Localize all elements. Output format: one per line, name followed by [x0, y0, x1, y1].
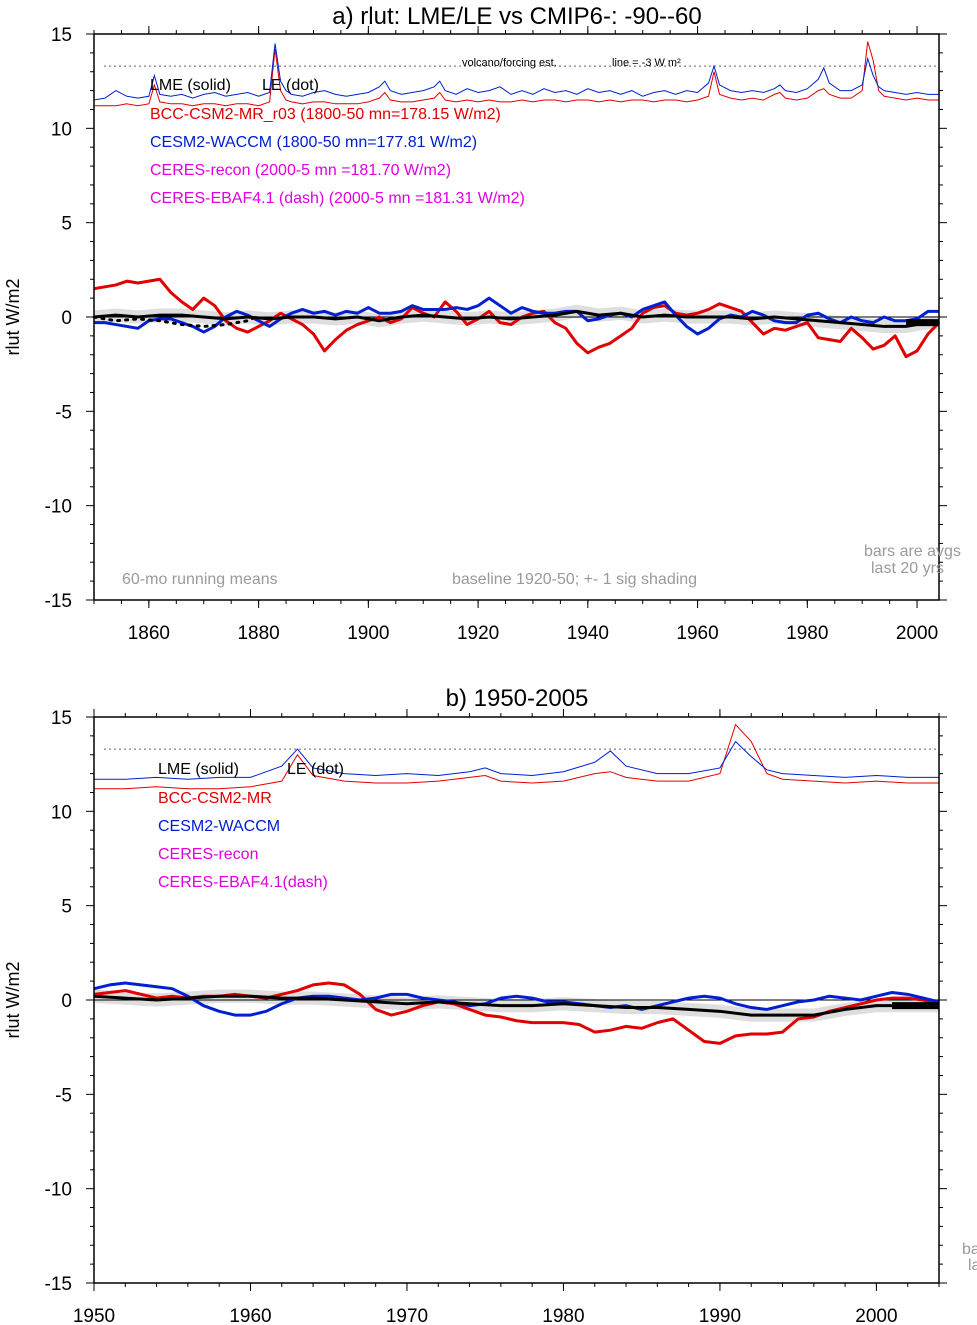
legend-b-lme: LME (solid) — [158, 761, 239, 778]
y-tick-label: -10 — [45, 1180, 72, 1201]
x-tick-label: 1980 — [786, 623, 828, 644]
legend-a-ceres-recon: CERES-recon (2000-5 mn =181.70 W/m2) — [150, 162, 451, 179]
series-bcc-csm2-mr — [93, 981, 940, 1045]
note-baseline: baseline 1920-50; +- 1 sig shading — [452, 571, 697, 588]
note-bars-avgs: bars are avgs — [864, 543, 961, 560]
volcano-cesm2-waccm-line — [93, 43, 939, 101]
legend-a-bcc: BCC-CSM2-MR_r03 (1800-50 mn=178.15 W/m2) — [150, 106, 501, 123]
panel-b-series — [93, 981, 940, 1045]
x-tick-label: 1960 — [676, 623, 718, 644]
y-tick-label: 0 — [61, 308, 72, 329]
panel-a: a) rlut: LME/LE vs CMIP6-: -90--60 15 10 5… — [3, 3, 961, 644]
panel-a-volcano-forcing — [93, 41, 939, 107]
panel-b-ylabel: rlut W/m2 — [3, 961, 23, 1038]
y-tick-label: 10 — [51, 119, 72, 140]
x-tick-label: 1920 — [457, 623, 499, 644]
x-tick-label: 2000 — [855, 1306, 897, 1325]
series-cesm2-waccm — [93, 981, 940, 1017]
legend-b-le: LE (dot) — [287, 761, 344, 778]
x-tick-label: 1900 — [347, 623, 389, 644]
x-tick-label: 1960 — [229, 1306, 271, 1325]
legend-a-ceres-ebaf: CERES-EBAF4.1 (dash) (2000-5 mn =181.31 … — [150, 190, 525, 207]
panel-a-title: a) rlut: LME/LE vs CMIP6-: -90--60 — [332, 3, 701, 30]
note-last-20: last 20 yrs — [871, 560, 944, 577]
panel-b-volcano-forcing — [94, 723, 939, 790]
legend-b-bcc: BCC-CSM2-MR — [158, 790, 272, 807]
y-tick-label: 10 — [51, 802, 72, 823]
volcano-cesm2-waccm-line — [94, 740, 939, 780]
series-le-dot — [92, 313, 261, 328]
y-tick-label: 5 — [61, 897, 72, 918]
panel-a-series — [92, 277, 941, 359]
volcano-bcc-csm2-mr-line — [94, 41, 939, 107]
y-tick-label: 15 — [51, 708, 72, 729]
x-tick-label: 2000 — [896, 623, 938, 644]
legend-b-ceres-recon: CERES-recon — [158, 846, 258, 863]
y-tick-label: 15 — [51, 25, 72, 46]
x-tick-label: 1990 — [699, 1306, 741, 1325]
note-b-cut-2: la — [968, 1257, 977, 1274]
x-tick-label: 1970 — [386, 1306, 428, 1325]
x-tick-label: 1940 — [567, 623, 609, 644]
panel-a-axes: 15 10 5 0 -5 -10 -15 1860 1880 1900 1920 1940 1960 19… — [45, 25, 947, 644]
volcano-note: volcano/forcing est. — [462, 57, 557, 69]
legend-b-ceres-ebaf: CERES-EBAF4.1(dash) — [158, 874, 328, 891]
y-tick-label: 0 — [61, 991, 72, 1012]
note-b-cut-1: ba — [962, 1241, 977, 1258]
series-bcc-csm2-mr-r03 — [93, 277, 941, 359]
series-cesm2-waccm — [94, 296, 939, 336]
legend-b-cesm2: CESM2-WACCM — [158, 818, 280, 835]
x-tick-label: 1880 — [237, 623, 279, 644]
x-tick-label: 1950 — [73, 1306, 115, 1325]
legend-a-le: LE (dot) — [262, 77, 319, 94]
y-tick-label: -10 — [45, 497, 72, 518]
panel-a-ylabel: rlut W/m2 — [3, 278, 23, 355]
legend-a-lme: LME (solid) — [150, 77, 231, 94]
x-tick-label: 1860 — [128, 623, 170, 644]
y-tick-label: 5 — [61, 214, 72, 235]
y-tick-label: -5 — [55, 402, 72, 423]
line-note: line = -3 W m² — [612, 57, 681, 69]
note-running-means: 60-mo running means — [122, 571, 278, 588]
x-tick-label: 1980 — [542, 1306, 584, 1325]
volcano-bcc-csm2-mr-line — [94, 723, 939, 790]
legend-a-cesm2: CESM2-WACCM (1800-50 mn=177.81 W/m2) — [150, 134, 477, 151]
y-tick-label: -5 — [55, 1085, 72, 1106]
series-lme-solid — [93, 309, 939, 328]
y-tick-label: -15 — [45, 591, 72, 612]
series-lme-solid — [93, 994, 939, 1017]
panel-b-title: b) 1950-2005 — [446, 685, 589, 712]
y-tick-label: -15 — [45, 1274, 72, 1295]
